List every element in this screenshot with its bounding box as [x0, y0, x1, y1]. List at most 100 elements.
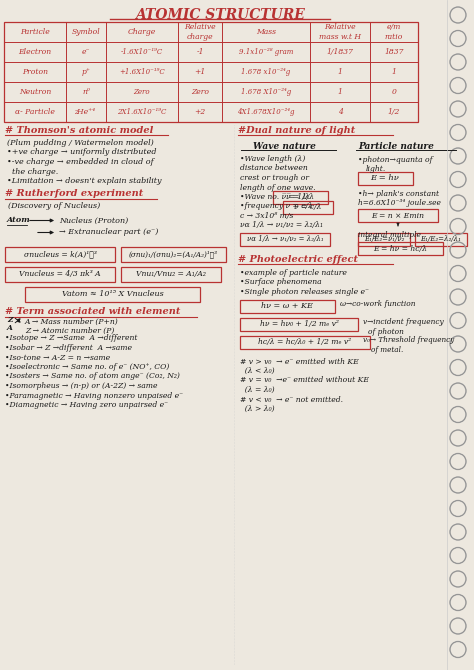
Text: E = n × Emin: E = n × Emin	[372, 212, 425, 220]
Bar	[4, 22, 418, 122]
Text: ω→co-work function: ω→co-work function	[340, 301, 416, 308]
Bar	[358, 242, 443, 255]
Text: ATOMIC STRUCTURE: ATOMIC STRUCTURE	[135, 8, 305, 22]
Text: Mass: Mass	[256, 28, 276, 36]
Text: Symbol: Symbol	[72, 28, 100, 36]
Text: 2X1.6X10⁻¹⁹C: 2X1.6X10⁻¹⁹C	[117, 108, 167, 116]
Text: Relative
charge: Relative charge	[184, 23, 216, 41]
Text: να 1/λ → ν₁/ν₂ = λ₂/λ₁: να 1/λ → ν₁/ν₂ = λ₂/λ₁	[240, 222, 323, 230]
Text: → Extranuclear part (e⁻): → Extranuclear part (e⁻)	[59, 228, 158, 237]
Text: 1/2: 1/2	[388, 108, 400, 116]
Text: Atom: Atom	[7, 216, 31, 224]
Text: Electron: Electron	[18, 48, 52, 56]
Text: # Photoelectric effect: # Photoelectric effect	[238, 255, 358, 264]
Text: 1: 1	[337, 68, 342, 76]
Text: 1837: 1837	[384, 48, 404, 56]
Text: 0: 0	[392, 88, 396, 96]
Text: #Dual nature of light: #Dual nature of light	[238, 126, 355, 135]
Text: Vnu₁/Vnu₂ = A₁/A₂: Vnu₁/Vnu₂ = A₁/A₂	[136, 270, 206, 278]
Text: Relative
mass w.t H: Relative mass w.t H	[319, 23, 361, 41]
Text: # Term associated with element: # Term associated with element	[5, 308, 181, 316]
Text: Particle: Particle	[20, 28, 50, 36]
Text: e/m
ratio: e/m ratio	[385, 23, 403, 41]
Text: α- Particle: α- Particle	[15, 108, 55, 116]
Text: Z → Atomic number (P): Z → Atomic number (P)	[25, 326, 114, 334]
Text: distance between: distance between	[240, 165, 308, 172]
Bar	[121, 267, 221, 281]
Text: hν = hν₀ + 1/2 mₑ v²: hν = hν₀ + 1/2 mₑ v²	[260, 320, 338, 328]
Bar	[240, 233, 330, 246]
Text: integral multiple: integral multiple	[358, 231, 421, 239]
Text: 1: 1	[392, 68, 396, 76]
Bar	[358, 172, 413, 185]
Text: •Limitation → doesn't explain stability: •Limitation → doesn't explain stability	[7, 177, 162, 185]
Text: (λ < λ₀): (λ < λ₀)	[240, 367, 274, 375]
Text: crest or trough or: crest or trough or	[240, 174, 309, 182]
Text: 1.678 X10⁻²⁴g: 1.678 X10⁻²⁴g	[241, 88, 291, 96]
Text: the charge.: the charge.	[7, 168, 58, 176]
Text: 9.1x10⁻²⁸ gram: 9.1x10⁻²⁸ gram	[239, 48, 293, 56]
Text: v₀→ Threshold frequency: v₀→ Threshold frequency	[363, 336, 454, 344]
Text: # Thomson's atomic model: # Thomson's atomic model	[5, 126, 154, 135]
Text: +1: +1	[194, 68, 206, 76]
Text: ₂He⁺⁴: ₂He⁺⁴	[75, 108, 97, 116]
Text: (Plum pudding / Watermelon model): (Plum pudding / Watermelon model)	[7, 139, 154, 147]
Text: •Wave length (λ): •Wave length (λ)	[240, 155, 305, 163]
Text: •Isomorpheus → (n-p) or (A-2Z) → same: •Isomorpheus → (n-p) or (A-2Z) → same	[5, 382, 157, 390]
Bar	[358, 233, 410, 246]
Bar	[358, 209, 438, 222]
Text: Wave nature: Wave nature	[253, 142, 316, 151]
Text: •Isobar → Z →different  A →same: •Isobar → Z →different A →same	[5, 344, 132, 352]
Text: Vnucleus = 4/3 πk³ A: Vnucleus = 4/3 πk³ A	[19, 270, 101, 278]
Text: •Iso-tone → A-Z = n →same: •Iso-tone → A-Z = n →same	[5, 354, 110, 362]
Bar	[5, 267, 115, 281]
Text: •frequency ν = c/λ: •frequency ν = c/λ	[240, 202, 313, 210]
Text: 4: 4	[337, 108, 342, 116]
Text: 1/1837: 1/1837	[327, 48, 354, 56]
Text: +2: +2	[194, 108, 206, 116]
Text: 1.678 x10⁻²⁴g: 1.678 x10⁻²⁴g	[241, 68, 291, 76]
Text: •photon→quanta of: •photon→quanta of	[358, 156, 432, 164]
Text: Z: Z	[7, 316, 13, 324]
Text: Proton: Proton	[22, 68, 48, 76]
Bar	[283, 200, 333, 214]
Text: (λ = λ₀): (λ = λ₀)	[240, 386, 274, 394]
Text: e⁻: e⁻	[82, 48, 90, 56]
Text: •example of particle nature: •example of particle nature	[240, 269, 347, 277]
Text: A → Mass number (P+n): A → Mass number (P+n)	[25, 318, 119, 326]
Text: E = hν: E = hν	[371, 174, 400, 182]
Text: E₁/E₂=λ₂/λ₁: E₁/E₂=λ₂/λ₁	[420, 235, 461, 243]
Text: •Isosters → Same no. of atom ange⁻ (Co₂, N₂): •Isosters → Same no. of atom ange⁻ (Co₂,…	[5, 373, 180, 381]
Text: •Single photon releases single e⁻: •Single photon releases single e⁻	[240, 288, 369, 296]
Text: of photon: of photon	[368, 328, 404, 336]
Text: ν = c/λ: ν = c/λ	[294, 203, 322, 211]
Text: Vatom ≈ 10¹⁵ X Vnucleus: Vatom ≈ 10¹⁵ X Vnucleus	[62, 290, 164, 298]
Text: +1.6X10⁻¹⁹C: +1.6X10⁻¹⁹C	[119, 68, 165, 76]
Text: E = hν = hc/λ: E = hν = hc/λ	[373, 245, 427, 253]
Text: hc/λ = hc/λ₀ + 1/2 mₑ v²: hc/λ = hc/λ₀ + 1/2 mₑ v²	[258, 338, 352, 346]
Text: v→incident frequency: v→incident frequency	[363, 318, 444, 326]
Text: # v = v₀  →e⁻ emitted without KE: # v = v₀ →e⁻ emitted without KE	[240, 377, 369, 385]
Bar	[240, 318, 358, 330]
Text: (σnu)₁/(σnu)₂=(A₁/A₂)¹ᐟ³: (σnu)₁/(σnu)₂=(A₁/A₂)¹ᐟ³	[129, 250, 218, 258]
Bar	[121, 247, 226, 261]
Text: (Discovery of Nucleus): (Discovery of Nucleus)	[8, 202, 100, 210]
Text: σnucleus = k(A)¹ᐟ³: σnucleus = k(A)¹ᐟ³	[24, 250, 96, 258]
Text: 1: 1	[337, 88, 342, 96]
Text: Neutron: Neutron	[19, 88, 51, 96]
Text: n⁰: n⁰	[82, 88, 90, 96]
Text: •Paramagnetic → Having nonzero unpaised e⁻: •Paramagnetic → Having nonzero unpaised …	[5, 391, 183, 399]
Text: Nucleus (Proton): Nucleus (Proton)	[59, 216, 128, 224]
Bar	[240, 336, 370, 348]
Bar	[273, 191, 328, 204]
Bar	[25, 287, 200, 302]
Text: of metal.: of metal.	[371, 346, 403, 354]
Text: Zero: Zero	[191, 88, 209, 96]
Text: •Diamagnetic → Having zero unpairsed e⁻: •Diamagnetic → Having zero unpairsed e⁻	[5, 401, 168, 409]
Text: 4X1.678X10⁻²⁴g: 4X1.678X10⁻²⁴g	[237, 108, 295, 116]
Text: •Isoelectronic → Same no. of e⁻ (NO⁺, CO): •Isoelectronic → Same no. of e⁻ (NO⁺, CO…	[5, 363, 169, 371]
Text: # Rutherford experiment: # Rutherford experiment	[5, 190, 143, 198]
Text: •h→ plank's constant: •h→ plank's constant	[358, 190, 439, 198]
Text: •+ve charge → uniformly distributed: •+ve charge → uniformly distributed	[7, 149, 156, 157]
Text: h=6.6X10⁻³⁴ joule.see: h=6.6X10⁻³⁴ joule.see	[358, 199, 441, 207]
